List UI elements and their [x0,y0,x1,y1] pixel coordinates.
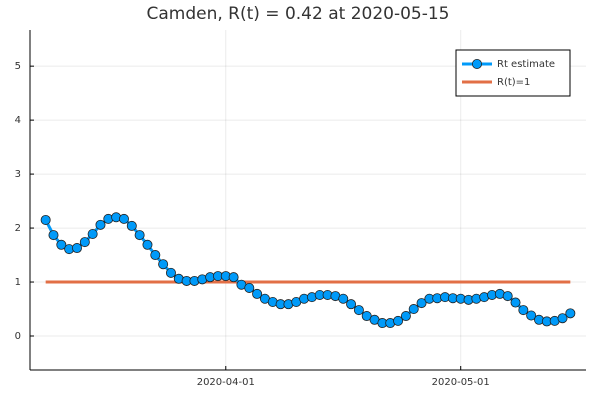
y-tick-label: 2 [15,223,21,234]
point [87,228,98,239]
point [502,291,513,302]
point [158,259,169,270]
y-tick-label: 4 [15,115,21,126]
point [71,243,82,254]
point [400,311,411,322]
point [346,299,357,310]
point [557,313,568,324]
point [244,282,255,293]
point [408,304,419,315]
point [565,308,576,319]
legend-label: R(t)=1 [497,77,530,88]
point [510,297,521,308]
point [95,219,106,230]
x-tick-label: 2020-05-01 [432,377,490,388]
point [526,310,537,321]
y-tick-label: 3 [15,169,21,180]
point [134,230,145,241]
point [252,288,263,299]
series-line [44,215,572,325]
point [416,298,427,309]
legend-marker [471,59,482,70]
point [48,230,59,241]
legend-label: Rt estimate [497,59,555,70]
y-tick-label: 5 [15,61,21,72]
y-tick-label: 0 [15,331,21,342]
x-tick-label: 2020-04-01 [197,377,255,388]
point [56,239,67,250]
chart-title: Camden, R(t) = 0.42 at 2020-05-15 [146,4,449,24]
point [338,293,349,304]
point [518,305,529,316]
point [142,239,153,250]
point [228,272,239,283]
y-tick-label: 1 [15,277,21,288]
point [150,250,161,261]
point [393,315,404,326]
point [118,213,129,224]
point [79,237,90,248]
point [165,267,176,278]
point [126,220,137,231]
point [353,305,364,316]
point [40,214,51,225]
legend-box [455,49,571,97]
